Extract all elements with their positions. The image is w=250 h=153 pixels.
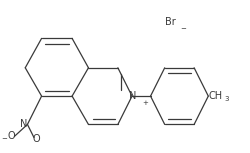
Text: 3: 3 xyxy=(225,96,229,102)
Text: O: O xyxy=(32,134,40,144)
Text: −: − xyxy=(180,26,186,32)
Text: O: O xyxy=(7,131,15,141)
Text: N: N xyxy=(129,91,136,101)
Text: N: N xyxy=(20,119,28,129)
Text: −: − xyxy=(2,136,8,142)
Text: +: + xyxy=(142,100,148,106)
Text: Br: Br xyxy=(165,17,175,27)
Text: CH: CH xyxy=(208,91,222,101)
